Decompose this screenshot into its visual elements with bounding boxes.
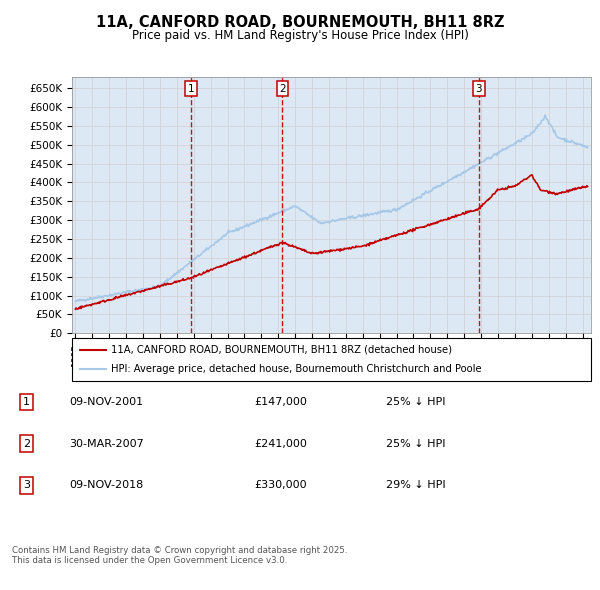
Text: 3: 3 — [23, 480, 30, 490]
Text: HPI: Average price, detached house, Bournemouth Christchurch and Poole: HPI: Average price, detached house, Bour… — [111, 364, 482, 374]
Text: £241,000: £241,000 — [254, 438, 307, 448]
Text: 09-NOV-2001: 09-NOV-2001 — [70, 396, 144, 407]
Text: 25% ↓ HPI: 25% ↓ HPI — [386, 438, 446, 448]
Text: 11A, CANFORD ROAD, BOURNEMOUTH, BH11 8RZ: 11A, CANFORD ROAD, BOURNEMOUTH, BH11 8RZ — [96, 15, 504, 30]
Text: 25% ↓ HPI: 25% ↓ HPI — [386, 396, 446, 407]
Text: 1: 1 — [188, 84, 194, 94]
Text: £147,000: £147,000 — [254, 396, 307, 407]
Text: 30-MAR-2007: 30-MAR-2007 — [70, 438, 145, 448]
Text: 11A, CANFORD ROAD, BOURNEMOUTH, BH11 8RZ (detached house): 11A, CANFORD ROAD, BOURNEMOUTH, BH11 8RZ… — [111, 345, 452, 355]
Text: 2: 2 — [279, 84, 286, 94]
Text: 2: 2 — [23, 438, 30, 448]
Text: £330,000: £330,000 — [254, 480, 307, 490]
FancyBboxPatch shape — [72, 338, 591, 381]
Text: 1: 1 — [23, 396, 30, 407]
Text: 3: 3 — [475, 84, 482, 94]
Text: 09-NOV-2018: 09-NOV-2018 — [70, 480, 144, 490]
Text: 29% ↓ HPI: 29% ↓ HPI — [386, 480, 446, 490]
Text: Price paid vs. HM Land Registry's House Price Index (HPI): Price paid vs. HM Land Registry's House … — [131, 30, 469, 42]
Text: Contains HM Land Registry data © Crown copyright and database right 2025.
This d: Contains HM Land Registry data © Crown c… — [12, 546, 347, 565]
